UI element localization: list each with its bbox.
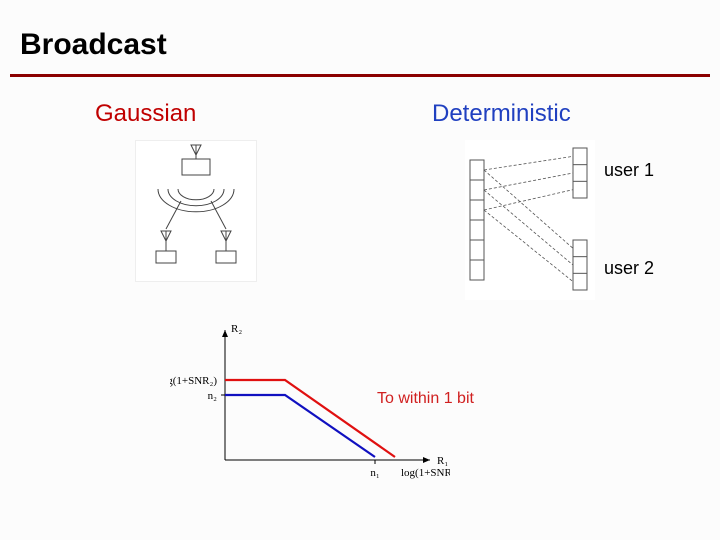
- user2-label: user 2: [604, 258, 654, 279]
- svg-text:n₂: n₂: [208, 390, 218, 402]
- deterministic-heading: Deterministic: [432, 100, 571, 128]
- capacity-region-chart: R₂ R₁ n₂ log(1+SNR₂) n₁ log(1+SNR₁): [170, 320, 450, 500]
- deterministic-diagram: [465, 140, 595, 300]
- svg-text:R₂: R₂: [231, 323, 242, 335]
- svg-text:n₁: n₁: [370, 467, 380, 479]
- gaussian-diagram: [135, 140, 257, 282]
- page-title: Broadcast: [20, 28, 167, 62]
- svg-text:R₁: R₁: [437, 455, 448, 467]
- gaussian-heading: Gaussian: [95, 100, 196, 128]
- user1-label: user 1: [604, 160, 654, 181]
- svg-text:log(1+SNR₂): log(1+SNR₂): [170, 375, 217, 387]
- within-1-bit-annotation: To within 1 bit: [377, 390, 474, 408]
- title-underline: [10, 74, 710, 77]
- svg-text:log(1+SNR₁): log(1+SNR₁): [401, 467, 450, 479]
